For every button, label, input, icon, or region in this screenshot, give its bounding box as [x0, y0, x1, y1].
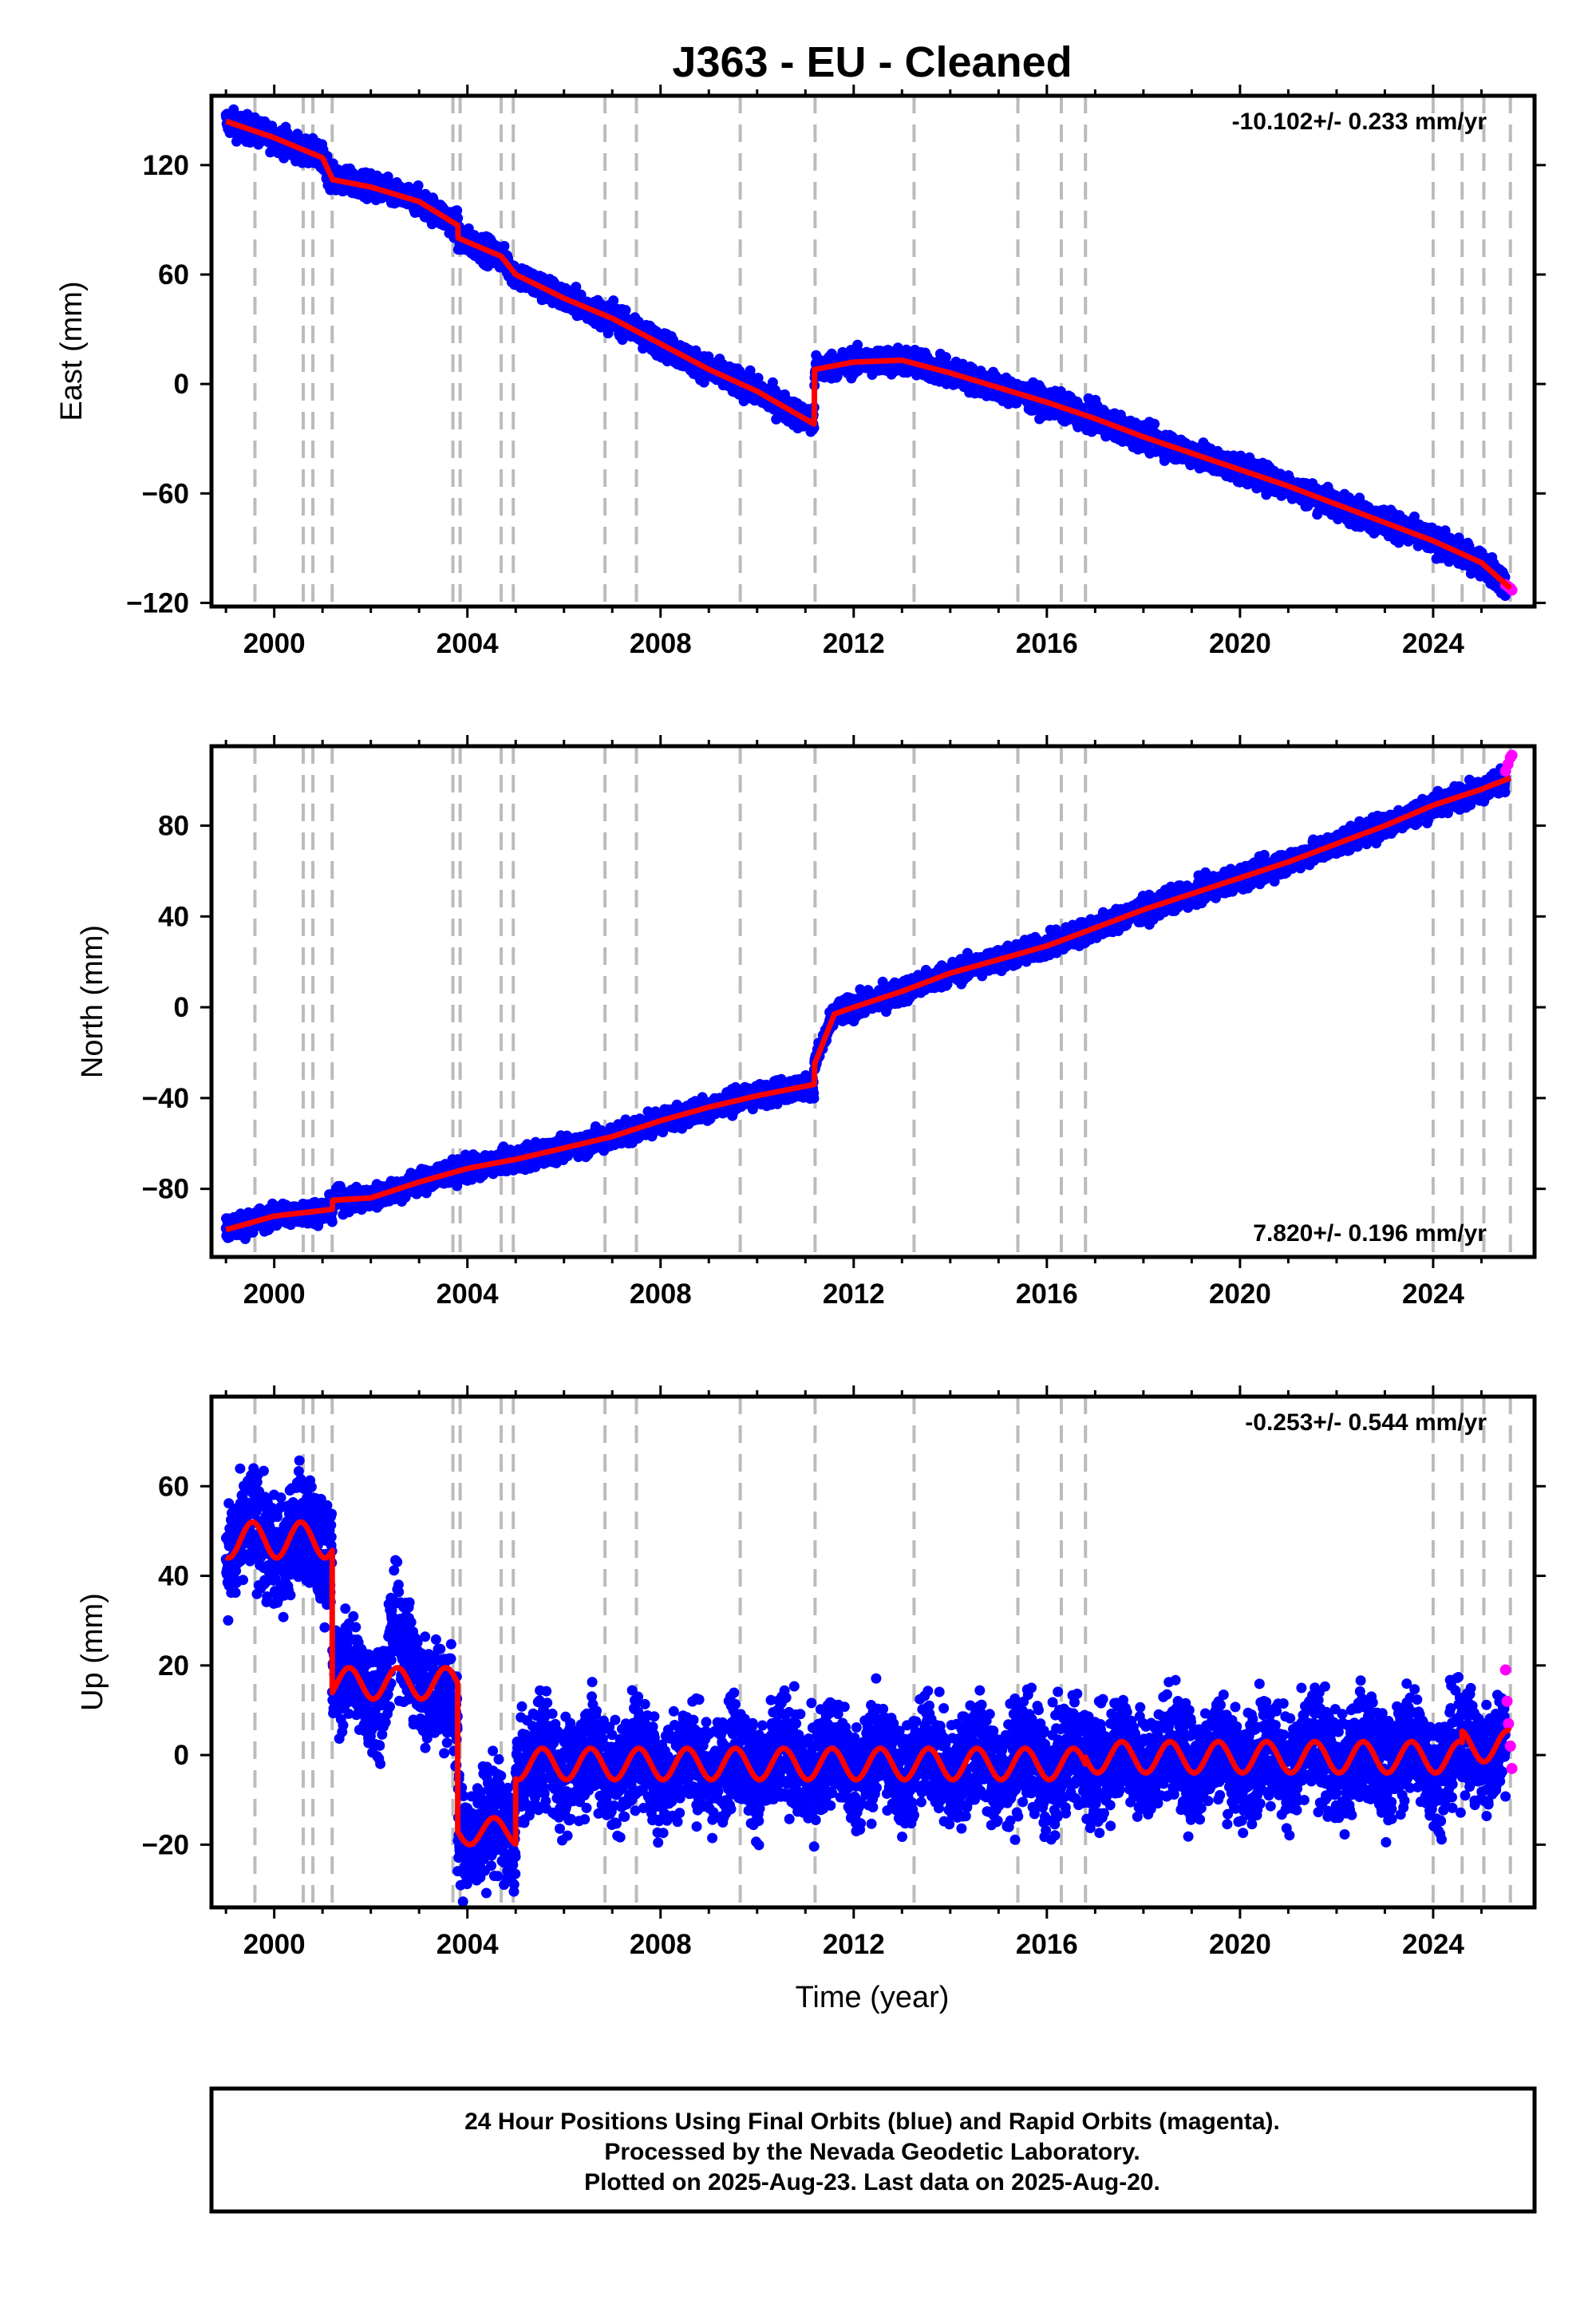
east-panel: 2000 2004 2008 2012 2016 2020 2024 −120 −60 0 60 12… — [55, 85, 1546, 659]
east-final-point — [1409, 511, 1420, 522]
east-final-point — [1056, 386, 1066, 397]
east-plot-area — [220, 96, 1518, 607]
east-frame — [209, 93, 1537, 609]
east-x-tick-label: 2004 — [437, 628, 499, 659]
east-y-tick-label: −60 — [142, 478, 189, 509]
east-final-point — [753, 373, 764, 384]
east-final-point — [571, 282, 582, 292]
east-final-point — [499, 240, 510, 251]
east-x-tick-label: 2012 — [823, 628, 885, 659]
east-rate-label: -10.102+/- 0.233 mm/yr — [1232, 109, 1487, 135]
east-final-point — [1235, 450, 1246, 461]
east-y-axis-label: East (mm) — [55, 281, 89, 421]
east-x-tick-label: 2000 — [243, 628, 306, 659]
east-final-point — [231, 136, 242, 147]
east-y-tick-label: −120 — [126, 587, 189, 619]
east-x-tick-label: 2016 — [1016, 628, 1078, 659]
east-y-tick-label: 120 — [143, 150, 189, 181]
east-final-point — [1149, 418, 1160, 429]
north-panel: 2000 2004 2008 2012 2016 2020 2024−80−4004080N… — [76, 735, 1546, 1310]
north-plot-area — [220, 746, 1518, 1257]
east-final-point — [620, 305, 631, 316]
east-y-tick-label: 0 — [174, 369, 189, 400]
east-final-point — [413, 180, 424, 191]
east-model-line — [225, 118, 1513, 591]
east-x-tick-label: 2024 — [1402, 628, 1464, 659]
east-x-tick-label: 2008 — [630, 628, 692, 659]
east-x-tick-label: 2020 — [1209, 628, 1271, 659]
east-final-point — [698, 377, 709, 388]
east-final-point — [608, 295, 619, 306]
east-y-tick-label: 60 — [158, 259, 189, 290]
figure-title: J363 - EU - Cleaned — [672, 38, 1072, 86]
east-final-points — [220, 104, 1511, 601]
east-final-point — [940, 352, 951, 363]
east-final-point — [452, 205, 463, 216]
